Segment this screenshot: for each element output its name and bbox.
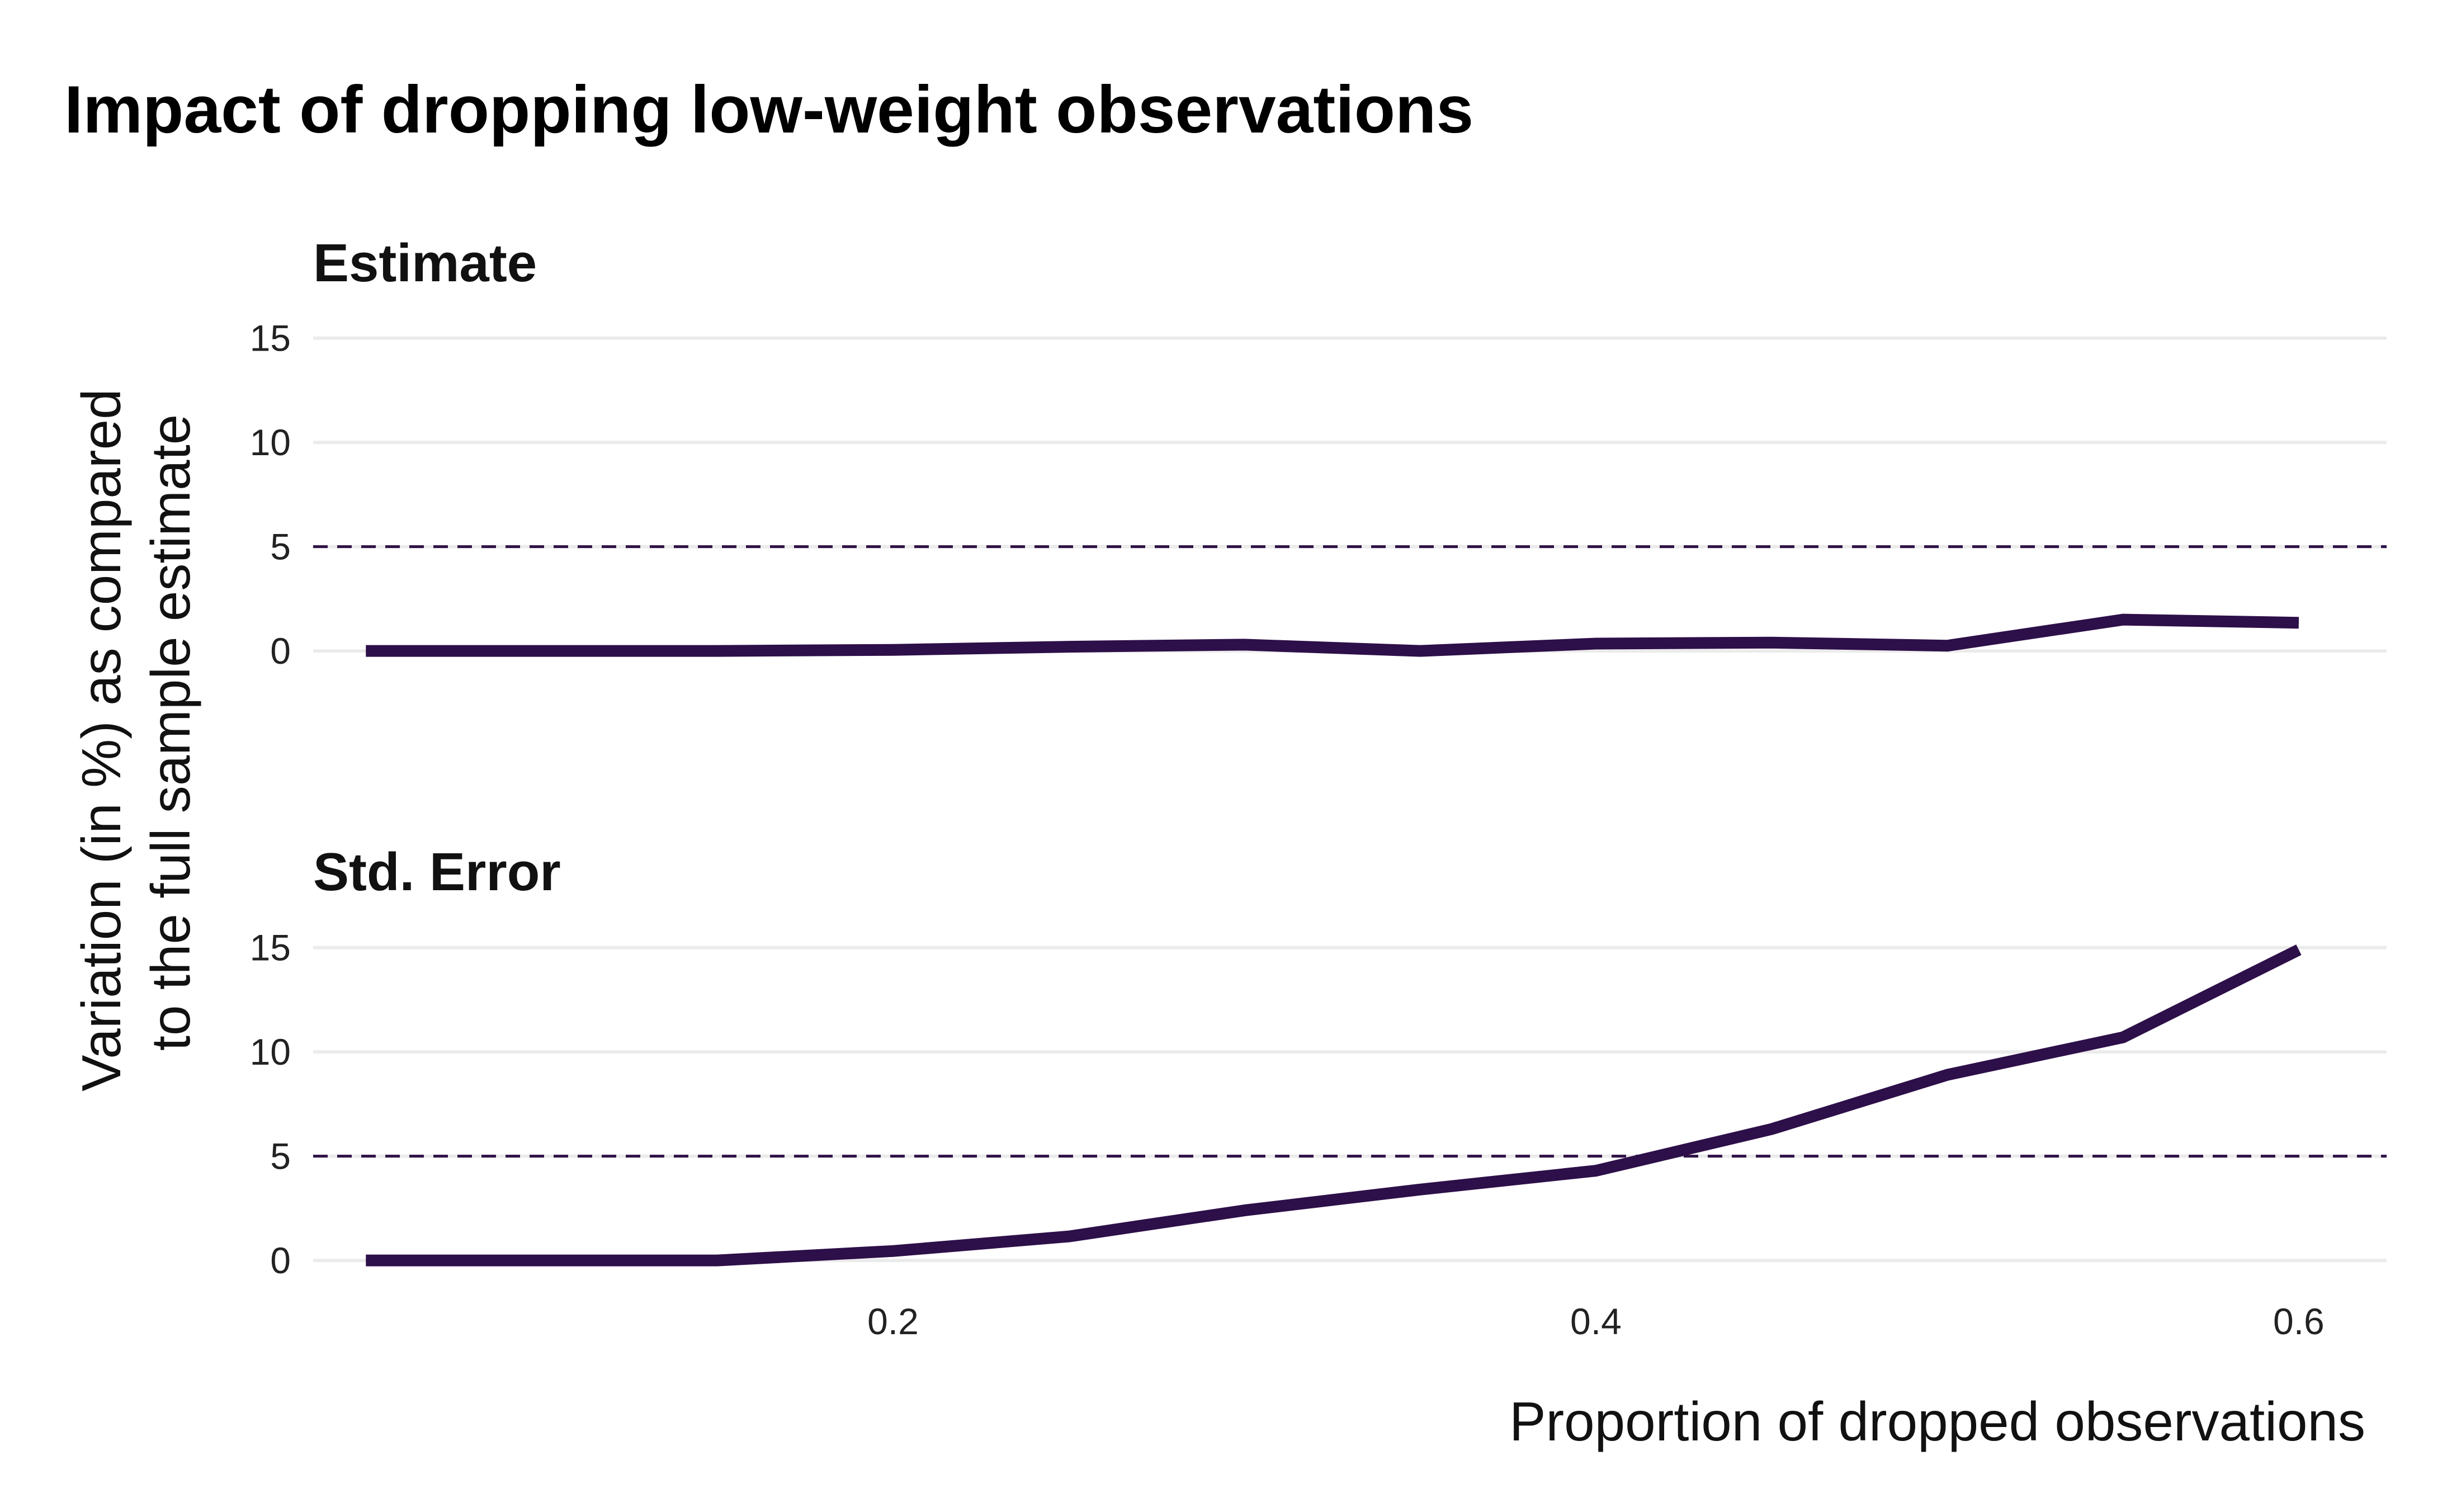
series-line [366,613,2299,657]
x-tick-label: 0.6 [2273,1301,2325,1342]
y-tick-label: 5 [270,1136,291,1177]
y-tick-label: 0 [270,1240,291,1281]
x-axis-title: Proportion of dropped observations [1509,1391,2365,1452]
x-axis: 0.2 0.4 0.6 [867,1301,2325,1342]
data-point [2298,949,2299,950]
x-tick-label: 0.2 [867,1301,919,1342]
y-axis-title-line-2: to the full sample estimate [140,414,201,1051]
panel-std-error: Std. Error 0 5 10 15 [250,842,2387,1281]
panel-title: Estimate [313,233,537,293]
y-tick-label: 15 [250,318,291,359]
y-tick-label: 5 [270,526,291,568]
data-point [1244,644,1245,645]
y-tick-label: 0 [270,630,291,672]
chart-title: Impact of dropping low-weight observatio… [64,72,1473,147]
panel-title: Std. Error [313,842,561,902]
panel-estimate: Estimate 0 5 10 15 [250,233,2387,672]
data-point [1244,1210,1245,1211]
data-point [1947,645,1948,646]
data-point [541,1260,542,1261]
y-tick-label: 10 [250,1031,291,1072]
data-point [2298,622,2299,623]
y-tick-label: 15 [250,927,291,968]
data-point [1595,1170,1596,1171]
y-axis-title-line-1: Variation (in %) as compared [70,389,132,1091]
x-tick-label: 0.4 [1570,1301,1622,1342]
y-axis-title: Variation (in %) as compared to the full… [70,374,201,1092]
series-line [366,944,2302,1267]
y-tick-label: 10 [250,422,291,463]
